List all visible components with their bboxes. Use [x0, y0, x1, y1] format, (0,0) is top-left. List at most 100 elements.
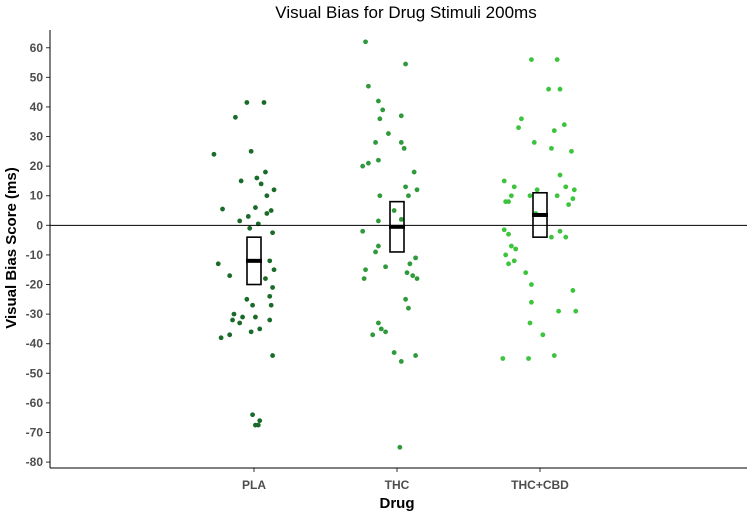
y-tick-label: -70: [26, 425, 44, 439]
data-point: [407, 261, 413, 267]
y-tick-label: -40: [26, 337, 44, 351]
x-axis-title: Drug: [380, 495, 415, 512]
data-point: [363, 267, 368, 273]
x-axis-ticks: PLA THC THC+CBD: [242, 468, 569, 492]
data-point: [247, 225, 253, 231]
y-tick-label: -30: [26, 307, 44, 321]
data-point: [414, 276, 420, 281]
data-point: [270, 230, 275, 236]
data-point: [363, 39, 368, 45]
y-tick-label: 20: [30, 159, 44, 173]
data-point: [511, 258, 517, 264]
data-point: [523, 270, 529, 276]
data-point: [534, 187, 540, 193]
data-point: [377, 116, 383, 122]
data-point: [573, 308, 579, 314]
data-point: [360, 163, 366, 169]
data-point: [404, 270, 410, 276]
ci-boxes: [246, 191, 548, 286]
data-point: [406, 305, 411, 311]
series-thc: [360, 39, 420, 450]
data-point: [267, 293, 273, 299]
data-point: [218, 335, 224, 341]
data-point: [540, 332, 546, 338]
y-tick-label: -20: [26, 278, 44, 292]
data-point: [263, 169, 268, 175]
x-tick-label: THC+CBD: [511, 478, 569, 492]
data-point: [257, 418, 263, 424]
data-point: [398, 359, 404, 364]
y-tick-label: 40: [30, 100, 44, 114]
data-point: [253, 314, 258, 320]
data-point: [519, 116, 524, 122]
data-point: [546, 86, 551, 92]
data-point: [391, 208, 397, 213]
data-point: [511, 184, 517, 190]
data-point: [501, 227, 507, 233]
data-point: [561, 122, 567, 128]
data-point: [501, 178, 507, 184]
data-point: [237, 218, 243, 224]
data-point: [529, 299, 534, 305]
data-point: [261, 100, 267, 105]
data-point: [255, 422, 261, 428]
data-point: [397, 444, 403, 450]
data-point: [268, 208, 274, 213]
data-point: [373, 249, 378, 255]
data-point: [257, 326, 263, 332]
data-point: [383, 264, 388, 270]
axes: [49, 30, 747, 469]
data-point: [258, 181, 264, 187]
data-point: [248, 329, 254, 335]
data-point: [414, 187, 420, 193]
data-point: [509, 243, 514, 249]
data-point: [254, 175, 260, 181]
data-point: [398, 140, 404, 145]
data-point: [551, 128, 557, 134]
data-point: [378, 326, 384, 332]
data-point: [571, 187, 577, 193]
data-point: [563, 184, 569, 190]
data-point: [557, 172, 563, 178]
series-thc-cbd: [500, 57, 579, 361]
data-point: [563, 234, 569, 240]
y-tick-label: 50: [30, 70, 44, 84]
x-tick-label: THC: [385, 478, 410, 492]
data-point: [527, 193, 533, 199]
data-point: [529, 57, 534, 62]
data-point: [398, 113, 404, 119]
y-tick-label: 30: [30, 130, 44, 144]
data-point: [570, 196, 576, 202]
data-point: [506, 261, 511, 267]
y-axis-title: Visual Bias Score (ms): [3, 167, 20, 328]
data-point: [211, 151, 217, 157]
data-point: [406, 193, 411, 199]
data-point: [267, 317, 273, 323]
data-point: [503, 252, 509, 258]
data-point: [373, 140, 378, 145]
data-point: [244, 296, 250, 302]
x-tick-label: PLA: [242, 478, 266, 492]
data-point: [411, 169, 417, 175]
data-point: [230, 317, 235, 323]
data-point: [220, 206, 225, 212]
data-point: [376, 218, 381, 224]
data-point: [267, 258, 273, 264]
data-point: [549, 145, 554, 151]
data-point: [410, 273, 416, 279]
y-tick-label: 10: [30, 189, 44, 203]
data-point: [554, 193, 560, 199]
data-point: [366, 83, 371, 89]
data-point: [391, 350, 397, 355]
data-point: [250, 302, 255, 308]
data-point: [506, 199, 511, 205]
data-point: [231, 311, 237, 317]
y-tick-label: 60: [30, 41, 44, 55]
data-point: [529, 282, 534, 287]
data-point: [376, 98, 381, 104]
data-point: [376, 320, 381, 326]
data-point: [253, 205, 258, 210]
data-point: [557, 228, 563, 234]
data-point: [401, 145, 407, 151]
